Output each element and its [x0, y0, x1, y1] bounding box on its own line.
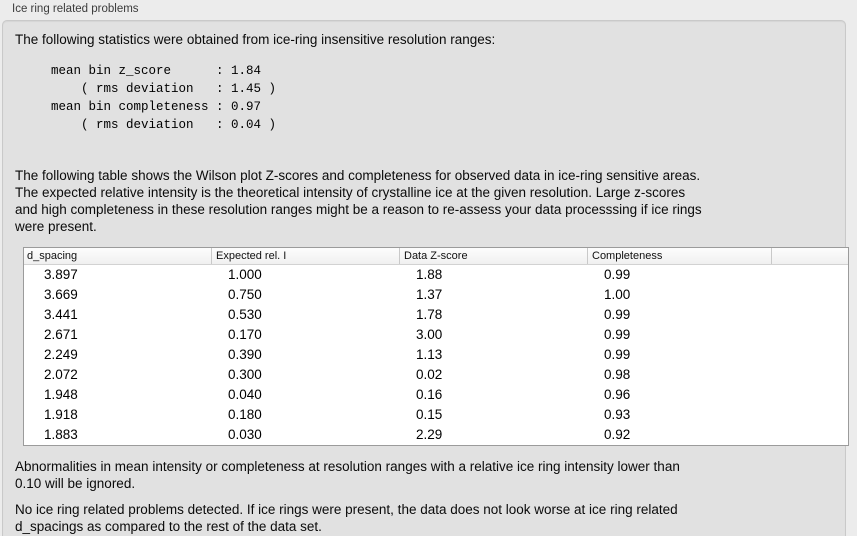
- table-row[interactable]: 3.897 1.000 1.88 0.99: [24, 265, 848, 285]
- table-cell: 0.15: [416, 407, 443, 422]
- table-cell: [771, 385, 848, 405]
- table-header-row: d_spacing Expected rel. I Data Z-score Comp…: [24, 248, 848, 265]
- table-cell: 0.300: [228, 367, 262, 382]
- table-cell: 0.99: [604, 327, 631, 342]
- table-cell: 1.00: [604, 287, 631, 302]
- table-cell: 2.671: [44, 327, 78, 342]
- column-header-d-spacing[interactable]: d_spacing: [27, 250, 78, 262]
- intro-text: The following statistics were obtained f…: [15, 32, 496, 47]
- table-cell: 3.669: [44, 287, 78, 302]
- table-cell: 1.918: [44, 407, 78, 422]
- table-row[interactable]: 3.669 0.750 1.37 1.00: [24, 285, 848, 305]
- table-cell: 0.040: [228, 387, 262, 402]
- table-cell: 0.99: [604, 307, 631, 322]
- table-cell: 0.99: [604, 267, 631, 282]
- column-header-completeness[interactable]: Completeness: [587, 248, 771, 264]
- table-cell: 0.530: [228, 307, 262, 322]
- column-header-data-z-score[interactable]: Data Z-score: [399, 248, 587, 264]
- table-cell: 1.88: [416, 267, 443, 282]
- table-cell: 3.00: [416, 327, 443, 342]
- table-row[interactable]: 2.072 0.300 0.02 0.98: [24, 365, 848, 385]
- table-cell: 0.92: [604, 427, 631, 442]
- table-cell: 2.249: [44, 347, 78, 362]
- table-row[interactable]: 1.948 0.040 0.16 0.96: [24, 385, 848, 405]
- table-row[interactable]: 1.883 0.030 2.29 0.92: [24, 425, 848, 445]
- table-cell: 1.000: [228, 267, 262, 282]
- stats-block: mean bin z_score : 1.84 ( rms deviation …: [51, 64, 277, 132]
- table-cell: [771, 425, 848, 445]
- table-cell: 0.170: [228, 327, 262, 342]
- table-cell: 0.030: [228, 427, 262, 442]
- table-cell: [771, 405, 848, 425]
- table-cell: 1.13: [416, 347, 443, 362]
- table-description: The following table shows the Wilson plo…: [15, 168, 702, 234]
- table-cell: 0.390: [228, 347, 262, 362]
- table-row[interactable]: 2.671 0.170 3.00 0.99: [24, 325, 848, 345]
- table-cell: 3.897: [44, 267, 78, 282]
- table-cell: 0.98: [604, 367, 631, 382]
- ignore-note: Abnormalities in mean intensity or compl…: [15, 459, 680, 491]
- table-row[interactable]: 3.441 0.530 1.78 0.99: [24, 305, 848, 325]
- panel-box: The following statistics were obtained f…: [2, 20, 849, 536]
- table-cell: 0.16: [416, 387, 443, 402]
- table-cell: [771, 265, 848, 285]
- table-row[interactable]: 1.918 0.180 0.15 0.93: [24, 405, 848, 425]
- table-row[interactable]: 2.249 0.390 1.13 0.99: [24, 345, 848, 365]
- table-cell: 3.441: [44, 307, 78, 322]
- table-cell: 2.072: [44, 367, 78, 382]
- table-cell: 1.948: [44, 387, 78, 402]
- table-cell: [771, 285, 848, 305]
- column-header-spacer[interactable]: [771, 248, 848, 264]
- table-cell: [771, 345, 848, 365]
- table-cell: 1.78: [416, 307, 443, 322]
- table-cell: 0.99: [604, 347, 631, 362]
- panel-title: Ice ring related problems: [12, 3, 139, 15]
- table-cell: 0.93: [604, 407, 631, 422]
- table-cell: 1.883: [44, 427, 78, 442]
- table-cell: 0.750: [228, 287, 262, 302]
- table-cell: 0.96: [604, 387, 631, 402]
- ice-ring-table: d_spacing Expected rel. I Data Z-score Comp…: [23, 247, 849, 446]
- conclusion-text: No ice ring related problems detected. I…: [15, 502, 678, 534]
- table-cell: 0.02: [416, 367, 443, 382]
- table-cell: [771, 365, 848, 385]
- table-cell: [771, 325, 848, 345]
- table-cell: 1.37: [416, 287, 443, 302]
- table-cell: 0.180: [228, 407, 262, 422]
- table-body: 3.897 1.000 1.88 0.99 3.669 0.750 1.37 1.00 3.44…: [24, 265, 848, 445]
- table-cell: [771, 305, 848, 325]
- column-header-expected-rel-i[interactable]: Expected rel. I: [211, 248, 399, 264]
- table-cell: 2.29: [416, 427, 443, 442]
